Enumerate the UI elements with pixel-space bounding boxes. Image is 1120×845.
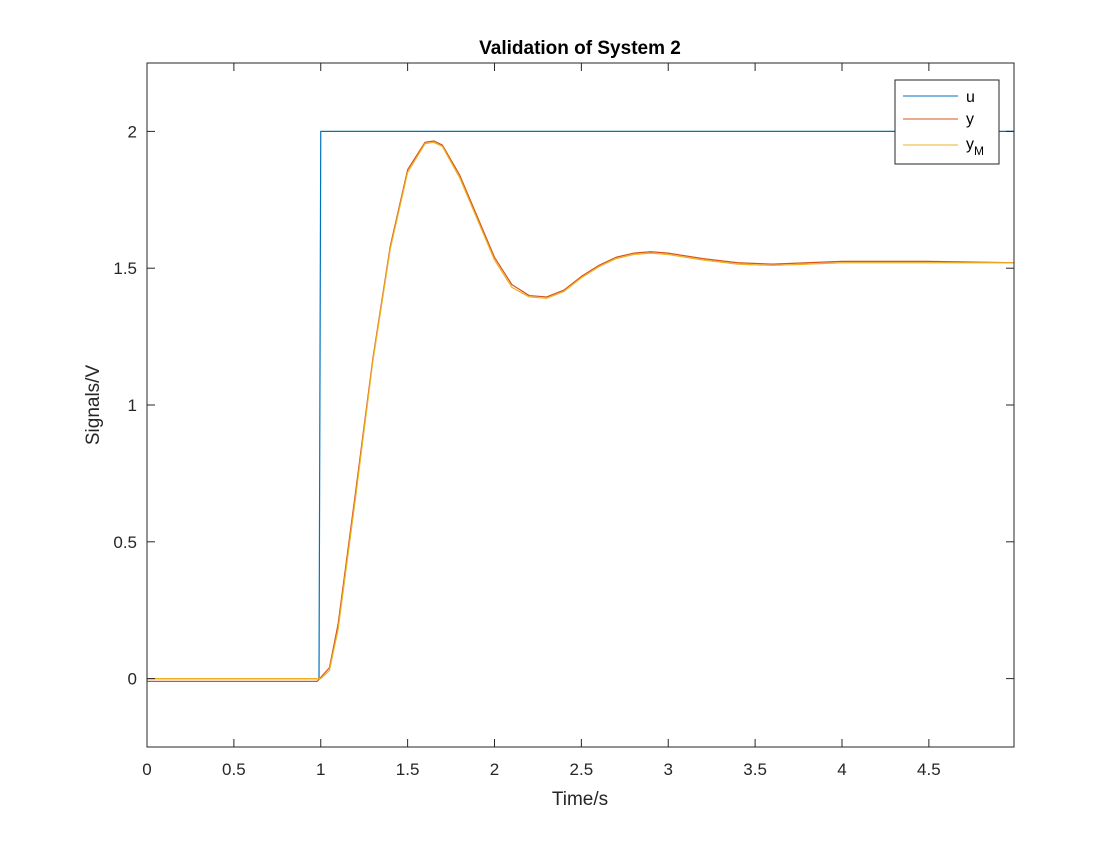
y-tick-label: 1 — [128, 396, 137, 415]
series-line-ym — [147, 141, 1014, 680]
y-tick-label: 1.5 — [113, 259, 137, 278]
x-tick-label: 1 — [316, 760, 325, 779]
legend-label-y: y — [966, 111, 974, 128]
series-layer — [147, 130, 1015, 682]
x-tick-label: 0 — [142, 760, 151, 779]
x-tick-label: 3.5 — [743, 760, 767, 779]
y-tick-label: 2 — [128, 122, 137, 141]
y-axis-label: Signals/V — [83, 365, 104, 446]
y-tick-label: 0.5 — [113, 533, 137, 552]
legend-label-u: u — [966, 89, 975, 106]
x-tick-label: 3 — [664, 760, 673, 779]
x-axis-label: Time/s — [552, 789, 608, 810]
plot-area — [147, 63, 1014, 747]
x-tick-label: 2.5 — [570, 760, 594, 779]
x-tick-label: 4.5 — [917, 760, 941, 779]
x-tick-label: 0.5 — [222, 760, 246, 779]
legend-box — [894, 79, 1000, 165]
legend-label-ym: yM — [966, 136, 984, 158]
legend-label-ym-main: y — [966, 136, 974, 153]
chart-title: Validation of System 2 — [479, 38, 681, 59]
legend: u y yM — [894, 79, 1000, 165]
ticks-layer: 0 0.5 1 1.5 2 2.5 3 3.5 4 4.5 0 0.5 1 1.5 2 — [113, 63, 1014, 779]
x-tick-label: 4 — [837, 760, 846, 779]
legend-label-ym-sub: M — [974, 144, 984, 158]
x-tick-label: 1.5 — [396, 760, 420, 779]
y-tick-label: 0 — [128, 670, 137, 689]
x-tick-label: 2 — [490, 760, 499, 779]
